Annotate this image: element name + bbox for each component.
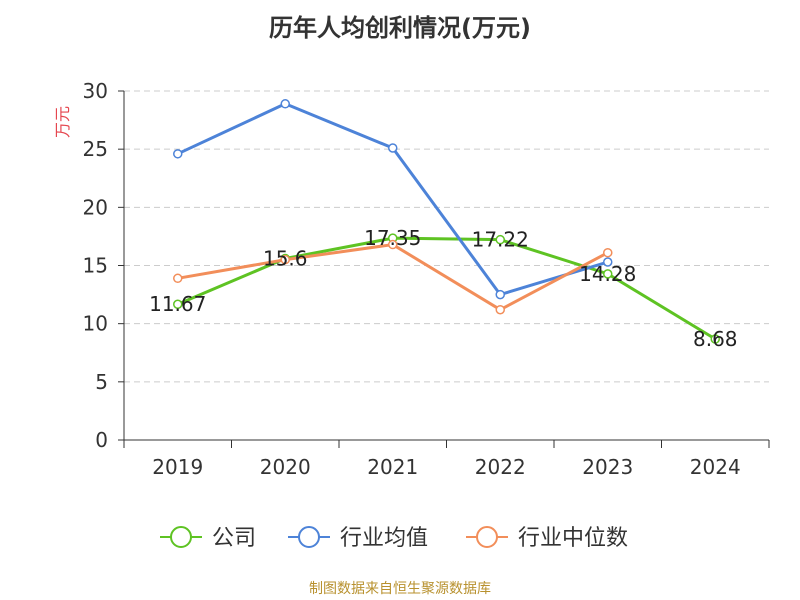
legend-label: 行业均值 [340,526,428,551]
axes: 0 5 10 15 20 25 30 2019 2020 2021 2022 2023 2024 [83,79,770,479]
data-label: 14.28 [579,262,636,286]
data-label: 17.35 [364,226,421,250]
data-label: 8.68 [693,327,738,351]
data-point [495,304,505,315]
data-label: 15.6 [263,247,308,271]
data-point [495,234,505,245]
legend-swatch-marker [298,526,320,548]
x-tick-label: 2019 [152,455,203,479]
data-point [603,257,613,267]
data-point [388,143,398,153]
data-point [603,247,613,258]
data-point [173,149,183,159]
y-tick-label: 25 [83,137,108,161]
data-point [280,254,290,265]
data-point [710,334,720,344]
data-point [495,289,505,300]
x-tick-label: 2021 [367,455,418,479]
data-label: 17.22 [472,228,529,252]
data-point [173,273,183,284]
data-point [173,299,183,309]
y-tick-label: 0 [95,428,108,452]
y-tick-label: 20 [83,195,108,219]
y-tick-label: 30 [83,79,108,103]
legend-label: 公司 [212,526,256,551]
x-tick-label: 2024 [690,455,741,479]
x-tick-label: 2022 [475,455,526,479]
data-label: 11.67 [149,292,206,316]
y-tick-label: 5 [95,370,108,394]
series-lines [173,99,720,344]
legend-swatch-marker [170,526,192,548]
series-line [177,236,717,341]
data-point [603,269,613,279]
data-point [388,239,398,250]
chart-title: 历年人均创利情况(万元) [269,14,531,42]
legend: 公司 行业均值 行业中位数 [160,526,628,551]
y-tick-label: 10 [83,312,108,336]
data-labels: 11.67 15.6 17.35 17.22 14.28 8.68 [149,226,737,351]
y-axis-title: 万元 [53,106,72,138]
x-tick-label: 2023 [582,455,633,479]
footer-source: 制图数据来自恒生聚源数据库 [309,581,491,597]
legend-swatch-marker [476,526,498,548]
x-tick-label: 2020 [260,455,311,479]
y-tick-label: 15 [83,254,108,278]
legend-label: 行业中位数 [518,526,628,551]
data-point [280,99,290,109]
grid-lines [124,90,769,383]
